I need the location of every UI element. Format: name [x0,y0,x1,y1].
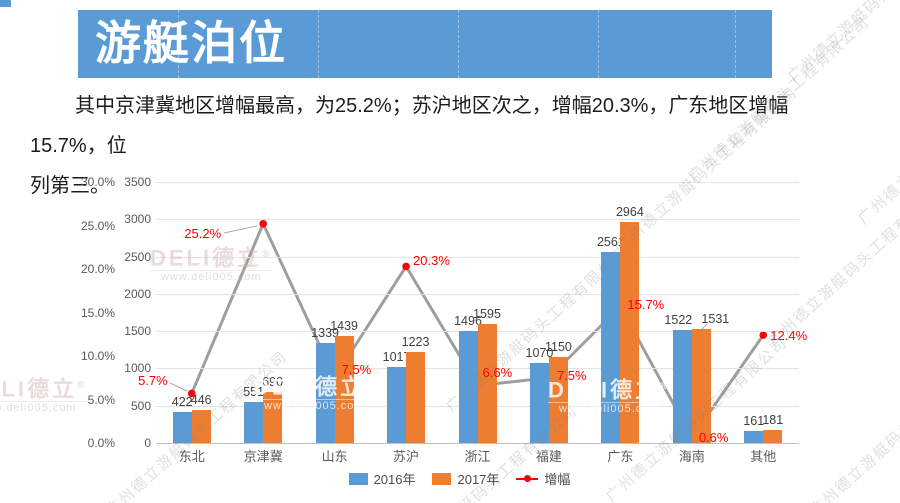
count-axis-tick: 2000 [124,286,151,301]
bar-2016年 [315,343,335,443]
growth-percent-label: 0.6% [698,429,729,445]
bar-2017年 [191,409,211,443]
intro-paragraph: 其中京津冀地区增幅最高，为25.2%；苏沪地区次之，增幅20.3%，广东地区增幅… [30,86,862,206]
count-axis-tick: 1500 [124,324,151,339]
growth-percent-label: 5.7% [138,373,168,389]
banner-separator [598,10,599,78]
percent-axis-tick: 10.0% [80,349,115,363]
bar-2017年 [763,429,783,443]
banner-separator [735,10,736,78]
bar-value-label: 2964 [615,204,644,219]
chart-gridline [156,256,799,258]
chart-legend: 2016年 2017年 增幅 [138,469,781,488]
count-axis-tick: 500 [130,398,151,413]
bar-2017年 [548,357,568,443]
category-label: 东北 [178,449,205,464]
bar-value-label: 446 [190,392,212,407]
bar-2016年 [387,367,407,443]
percent-axis-tick: 20.0% [80,262,115,276]
count-axis-tick: 3000 [124,212,151,227]
bar-value-label: 2561 [596,235,625,250]
legend-swatch [348,472,368,485]
bar-value-label: 422 [171,394,193,409]
chart-gridline [156,293,799,295]
bar-value-label: 1017 [382,350,411,365]
bar-2017年 [691,328,711,443]
legend-item-2016年: 2016年 [348,469,416,488]
bar-2016年 [244,401,264,443]
banner-separator [178,10,179,78]
category-label: 海南 [678,449,705,464]
bar-value-label: 1595 [473,307,501,322]
growth-percent-label: 7.5% [341,361,372,377]
page-title: 游艇泊位 [95,17,287,69]
bar-2016年 [672,329,692,443]
growth-percent-label: 25.2% [184,225,222,241]
count-axis-tick: 3500 [124,175,151,189]
legend-label: 2016年 [373,472,416,487]
legend-item-2017年: 2017年 [432,469,499,488]
category-label: 浙江 [464,449,491,464]
bar-value-label: 1531 [701,311,730,326]
bar-2017年 [477,324,497,443]
percent-axis-tick: 5.0% [87,392,115,407]
bar-value-label: 1522 [664,312,693,327]
legend-label: 2017年 [457,472,500,487]
category-label: 苏沪 [393,449,420,464]
legend-item-增幅: 增幅 [516,469,570,488]
bar-value-label: 181 [762,412,784,427]
growth-percent-label: 6.6% [482,364,513,380]
category-label: 福建 [535,449,562,464]
percent-axis-tick: 30.0% [80,175,115,189]
growth-percent-label: 15.7% [627,297,665,313]
percent-axis-tick: 25.0% [80,218,115,233]
category-label: 京津冀 [243,449,283,464]
legend-swatch [432,472,452,485]
count-axis-tick: 2500 [124,249,151,264]
bar-2016年 [601,252,621,443]
banner-separator [458,10,459,78]
bar-2017年 [334,335,354,443]
legend-line-marker-icon [516,475,539,482]
growth-percent-label: 20.3% [413,253,450,269]
bar-2016年 [458,331,478,443]
bar-value-label: 690 [262,374,284,389]
bar-value-label: 1496 [454,314,482,329]
banner-separator [318,10,319,78]
bar-value-label: 1070 [525,346,554,361]
category-label: 其他 [750,449,777,464]
bar-value-label: 161 [743,413,765,428]
intro-line-2: 列第三。 [30,175,110,197]
count-axis-tick: 1000 [124,361,151,376]
growth-percent-label: 12.4% [770,328,808,344]
bar-2017年 [263,391,283,443]
bar-value-label: 1223 [401,334,430,349]
category-label: 山东 [321,449,348,464]
chart-gridline [156,219,799,221]
bar-value-label: 1339 [311,326,340,341]
bar-value-label: 551 [243,384,265,399]
chart-gridline [156,182,799,183]
bar-value-label: 1439 [330,318,359,333]
bar-2017年 [406,351,426,443]
growth-percent-label: 7.5% [556,367,587,383]
percent-axis-tick: 0.0% [87,436,115,450]
legend-label: 增幅 [544,472,571,487]
intro-line-1: 其中京津冀地区增幅最高，为25.2%；苏沪地区次之，增幅20.3%，广东地区增幅… [30,95,789,157]
bar-2016年 [529,363,549,443]
x-axis-line [156,443,799,444]
bar-value-label: 1150 [544,340,572,355]
count-axis-tick: 0 [144,436,151,450]
bar-2016年 [744,430,764,443]
title-banner: 游艇泊位 [78,10,772,78]
corner-accent-square [0,0,11,7]
bar-2016年 [172,411,192,443]
percent-axis-tick: 15.0% [80,305,115,320]
bar-2017年 [620,221,640,443]
category-label: 广东 [607,449,634,464]
